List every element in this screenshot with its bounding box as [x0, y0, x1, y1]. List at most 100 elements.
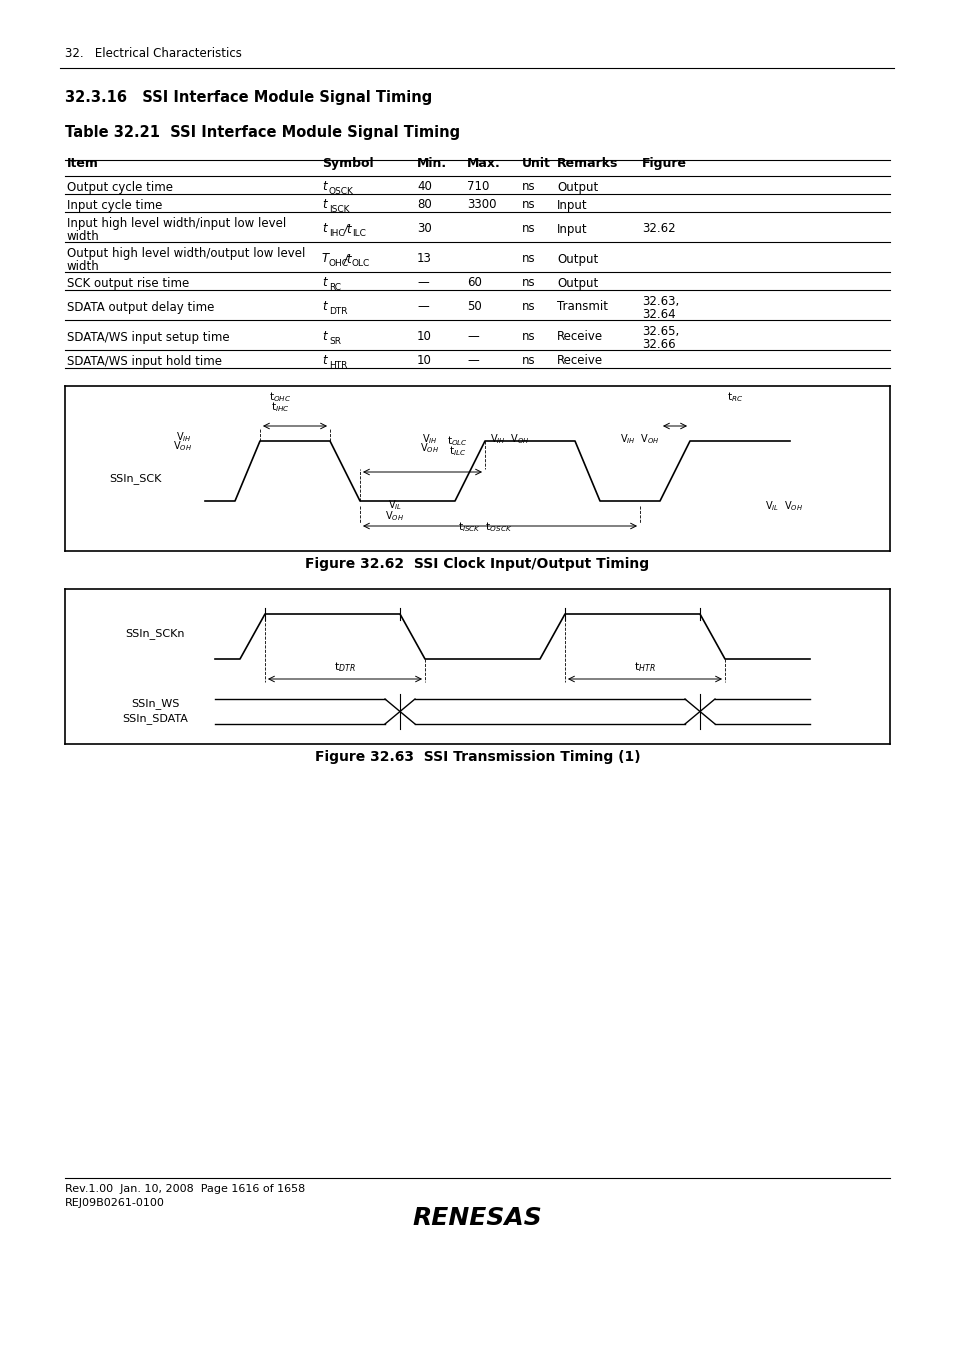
Text: t: t — [322, 198, 326, 212]
Text: t: t — [322, 331, 326, 343]
Text: V$_{IL}$  V$_{OH}$: V$_{IL}$ V$_{OH}$ — [764, 500, 802, 513]
Text: Output: Output — [557, 181, 598, 193]
Text: 10: 10 — [416, 355, 432, 367]
Text: Max.: Max. — [467, 157, 500, 170]
Text: Remarks: Remarks — [557, 157, 618, 170]
Text: t$_{RC}$: t$_{RC}$ — [726, 390, 742, 404]
Text: ISCK: ISCK — [329, 204, 349, 213]
Text: DTR: DTR — [329, 306, 347, 316]
Text: V$_{OH}$: V$_{OH}$ — [420, 441, 439, 455]
Text: SSIn_WS: SSIn_WS — [131, 698, 179, 710]
Text: 13: 13 — [416, 252, 432, 266]
Text: t$_{OLC}$: t$_{OLC}$ — [447, 435, 468, 448]
Text: Figure 32.62  SSI Clock Input/Output Timing: Figure 32.62 SSI Clock Input/Output Timi… — [305, 558, 649, 571]
Text: SCK output rise time: SCK output rise time — [67, 277, 189, 289]
Text: OLC: OLC — [352, 258, 370, 267]
Text: SDATA/WS input setup time: SDATA/WS input setup time — [67, 331, 230, 343]
Text: SR: SR — [329, 336, 340, 346]
Text: Rev.1.00  Jan. 10, 2008  Page 1616 of 1658: Rev.1.00 Jan. 10, 2008 Page 1616 of 1658 — [65, 1184, 305, 1193]
Text: ns: ns — [521, 301, 535, 313]
Text: Output high level width/output low level: Output high level width/output low level — [67, 247, 305, 259]
Text: SDATA/WS input hold time: SDATA/WS input hold time — [67, 355, 222, 367]
Text: width: width — [67, 261, 100, 274]
Text: Transmit: Transmit — [557, 301, 607, 313]
Text: 40: 40 — [416, 181, 432, 193]
Text: ns: ns — [521, 277, 535, 289]
Text: ns: ns — [521, 223, 535, 235]
Text: t: t — [322, 301, 326, 313]
Text: 32.65,: 32.65, — [641, 324, 679, 338]
Text: SSIn_SDATA: SSIn_SDATA — [122, 714, 188, 725]
Text: SDATA output delay time: SDATA output delay time — [67, 301, 214, 313]
Text: Output: Output — [557, 277, 598, 289]
Text: Figure 32.63  SSI Transmission Timing (1): Figure 32.63 SSI Transmission Timing (1) — [314, 751, 639, 764]
Text: Unit: Unit — [521, 157, 550, 170]
Text: Receive: Receive — [557, 331, 602, 343]
Text: 30: 30 — [416, 223, 432, 235]
Text: OHC: OHC — [329, 258, 349, 267]
Text: t$_{OHC}$: t$_{OHC}$ — [269, 390, 291, 404]
Text: —: — — [416, 277, 428, 289]
Text: ns: ns — [521, 181, 535, 193]
Text: t$_{ILC}$: t$_{ILC}$ — [448, 444, 466, 458]
Text: IHC: IHC — [329, 228, 344, 238]
Text: Output cycle time: Output cycle time — [67, 181, 172, 193]
Text: V$_{IL}$: V$_{IL}$ — [388, 498, 401, 512]
Text: t$_{HTR}$: t$_{HTR}$ — [634, 660, 655, 674]
Text: Table 32.21  SSI Interface Module Signal Timing: Table 32.21 SSI Interface Module Signal … — [65, 126, 459, 140]
Text: ns: ns — [521, 198, 535, 212]
Text: REJ09B0261-0100: REJ09B0261-0100 — [65, 1197, 165, 1208]
Text: 10: 10 — [416, 331, 432, 343]
Text: Item: Item — [67, 157, 99, 170]
Text: t: t — [322, 181, 326, 193]
Text: width: width — [67, 231, 100, 243]
Text: 32.64: 32.64 — [641, 309, 675, 321]
Text: SSIn_SCKn: SSIn_SCKn — [125, 629, 185, 640]
Text: Symbol: Symbol — [322, 157, 374, 170]
Text: V$_{IH}$: V$_{IH}$ — [176, 431, 192, 444]
Text: t$_{DTR}$: t$_{DTR}$ — [334, 660, 355, 674]
Text: Min.: Min. — [416, 157, 447, 170]
Text: 32.62: 32.62 — [641, 223, 675, 235]
Text: 32.3.16   SSI Interface Module Signal Timing: 32.3.16 SSI Interface Module Signal Timi… — [65, 90, 432, 105]
Text: Input high level width/input low level: Input high level width/input low level — [67, 216, 286, 230]
Text: t: t — [322, 277, 326, 289]
Text: —: — — [467, 331, 478, 343]
Text: RENESAS: RENESAS — [412, 1206, 541, 1230]
Text: ns: ns — [521, 355, 535, 367]
Text: Receive: Receive — [557, 355, 602, 367]
Text: OSCK: OSCK — [329, 186, 354, 196]
Text: t: t — [322, 223, 326, 235]
Text: ns: ns — [521, 331, 535, 343]
Text: 80: 80 — [416, 198, 432, 212]
Text: V$_{OH}$: V$_{OH}$ — [385, 509, 404, 522]
Text: V$_{IH}$  V$_{OH}$: V$_{IH}$ V$_{OH}$ — [619, 432, 659, 446]
Text: —: — — [416, 301, 428, 313]
Text: Input cycle time: Input cycle time — [67, 198, 162, 212]
Text: 710: 710 — [467, 181, 489, 193]
Text: ILC: ILC — [352, 228, 366, 238]
Text: t: t — [322, 355, 326, 367]
Text: V$_{IH}$  V$_{OH}$: V$_{IH}$ V$_{OH}$ — [490, 432, 529, 446]
Text: SSIn_SCK: SSIn_SCK — [109, 472, 161, 483]
Text: T: T — [322, 252, 329, 266]
Text: Input: Input — [557, 223, 587, 235]
Text: 32.63,: 32.63, — [641, 294, 679, 308]
Text: ns: ns — [521, 252, 535, 266]
Text: t$_{IHC}$: t$_{IHC}$ — [271, 400, 289, 414]
Text: 60: 60 — [467, 277, 481, 289]
Text: 3300: 3300 — [467, 198, 496, 212]
Text: Output: Output — [557, 252, 598, 266]
Text: Figure: Figure — [641, 157, 686, 170]
Text: HTR: HTR — [329, 360, 347, 370]
Text: V$_{OH}$: V$_{OH}$ — [172, 439, 192, 454]
Text: /t: /t — [344, 223, 353, 235]
Text: 32.   Electrical Characteristics: 32. Electrical Characteristics — [65, 47, 242, 59]
Text: RC: RC — [329, 282, 340, 292]
Text: /t: /t — [344, 252, 353, 266]
Text: Input: Input — [557, 198, 587, 212]
Text: 32.66: 32.66 — [641, 339, 675, 351]
Text: 50: 50 — [467, 301, 481, 313]
Text: V$_{IH}$: V$_{IH}$ — [422, 432, 437, 446]
Text: t$_{ISCK}$  t$_{OSCK}$: t$_{ISCK}$ t$_{OSCK}$ — [457, 520, 512, 535]
